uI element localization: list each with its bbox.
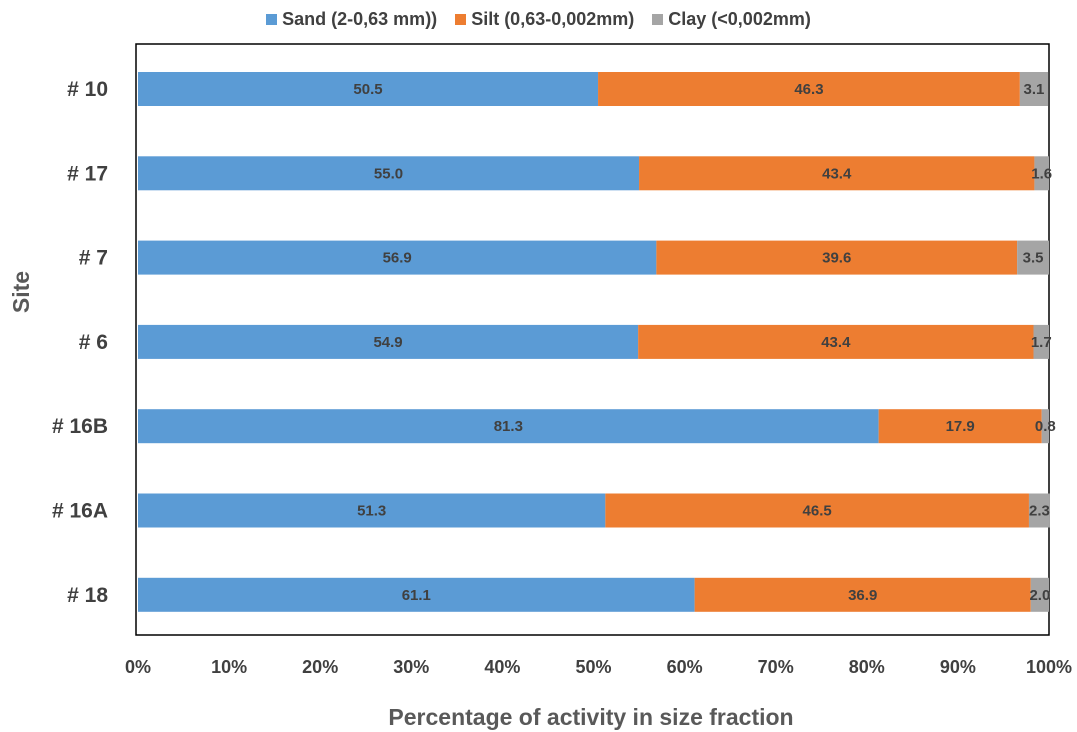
x-tick-label: 60% [667,657,703,677]
y-axis-title: Site [8,271,34,313]
data-label: 51.3 [357,503,386,520]
category-label: # 16B [52,415,108,438]
bars-group: 50.5 46.3 3.1 55.0 43.4 1.6 56.9 39.6 3.5 54.9 43.… [138,72,1056,612]
data-label: 36.9 [848,587,877,604]
data-label: 3.1 [1024,81,1045,98]
x-tick-label: 80% [849,657,885,677]
bar-segment [638,324,1034,359]
bar-segment [1019,72,1049,106]
bar-segment [1034,156,1049,191]
bar-segment [1030,577,1049,612]
bar-segment [1033,324,1049,359]
x-tick-label: 100% [1026,657,1072,677]
x-tick-label: 40% [484,657,520,677]
data-label: 39.6 [822,250,851,267]
legend-item: Clay (<0,002mm) [652,9,811,30]
bar-segment [878,409,1042,444]
category-label: # 10 [67,78,108,101]
legend-label: Silt (0,63-0,002mm) [471,8,635,29]
legend-item: Sand (2-0,63 mm)) [266,9,437,30]
data-label: 46.3 [794,81,823,98]
data-label: 46.5 [803,503,832,520]
bar-segment [598,72,1020,106]
x-tick-label: 20% [302,657,338,677]
bar-segment [694,577,1031,612]
data-label: 43.4 [822,165,852,182]
bar-segment [1017,240,1049,275]
x-ticks-group: 0% 10% 20% 30% 40% 50% 60% 70% 80% 90% 100% [125,657,1072,677]
x-tick-label: 90% [940,657,976,677]
category-label: # 16A [52,500,108,523]
data-label: 1.7 [1031,334,1052,351]
data-label: 61.1 [402,587,431,604]
bar-segment [639,156,1035,191]
bar-segment [138,577,695,612]
legend-swatch [266,13,278,25]
bar-segment [1028,493,1050,528]
data-label: 56.9 [383,250,412,267]
category-label: # 17 [67,162,108,185]
legend-label: Clay (<0,002mm) [668,8,811,29]
data-label: 81.3 [494,418,523,435]
chart-legend: Sand (2-0,63 mm)) Silt (0,63-0,002mm) Clay… [0,6,1077,32]
legend-swatch [652,13,664,25]
category-label: # 6 [79,331,108,354]
data-label: 2.0 [1029,587,1050,604]
x-tick-label: 70% [758,657,794,677]
y-categories-group: # 10 # 17 # 7 # 6 # 16B # 16A # 18 [52,78,108,607]
x-tick-label: 10% [211,657,247,677]
x-axis-title: Percentage of activity in size fraction [388,704,793,730]
data-label: 0.8 [1035,418,1056,435]
bar-segment [138,72,599,106]
bar-segment [656,240,1018,275]
legend-label: Sand (2-0,63 mm)) [282,8,438,29]
bar-segment [138,493,606,528]
bar-segment [1041,409,1049,444]
bar-segment [138,156,640,191]
data-label: 1.6 [1031,165,1052,182]
legend-item: Silt (0,63-0,002mm) [455,9,634,30]
data-label: 43.4 [821,334,851,351]
bar-segment [138,409,879,444]
legend-swatch [455,13,467,25]
data-label: 3.5 [1023,250,1044,267]
data-label: 50.5 [353,81,382,98]
bar-segment [138,324,639,359]
data-label: 2.3 [1029,503,1050,520]
data-label: 54.9 [373,334,402,351]
data-label: 17.9 [946,418,975,435]
data-label: 55.0 [374,165,403,182]
bar-segment [605,493,1029,528]
x-tick-label: 30% [393,657,429,677]
x-tick-label: 0% [125,657,151,677]
bar-segment [138,240,657,275]
x-tick-label: 50% [575,657,611,677]
category-label: # 7 [79,247,108,270]
category-label: # 18 [67,584,108,607]
